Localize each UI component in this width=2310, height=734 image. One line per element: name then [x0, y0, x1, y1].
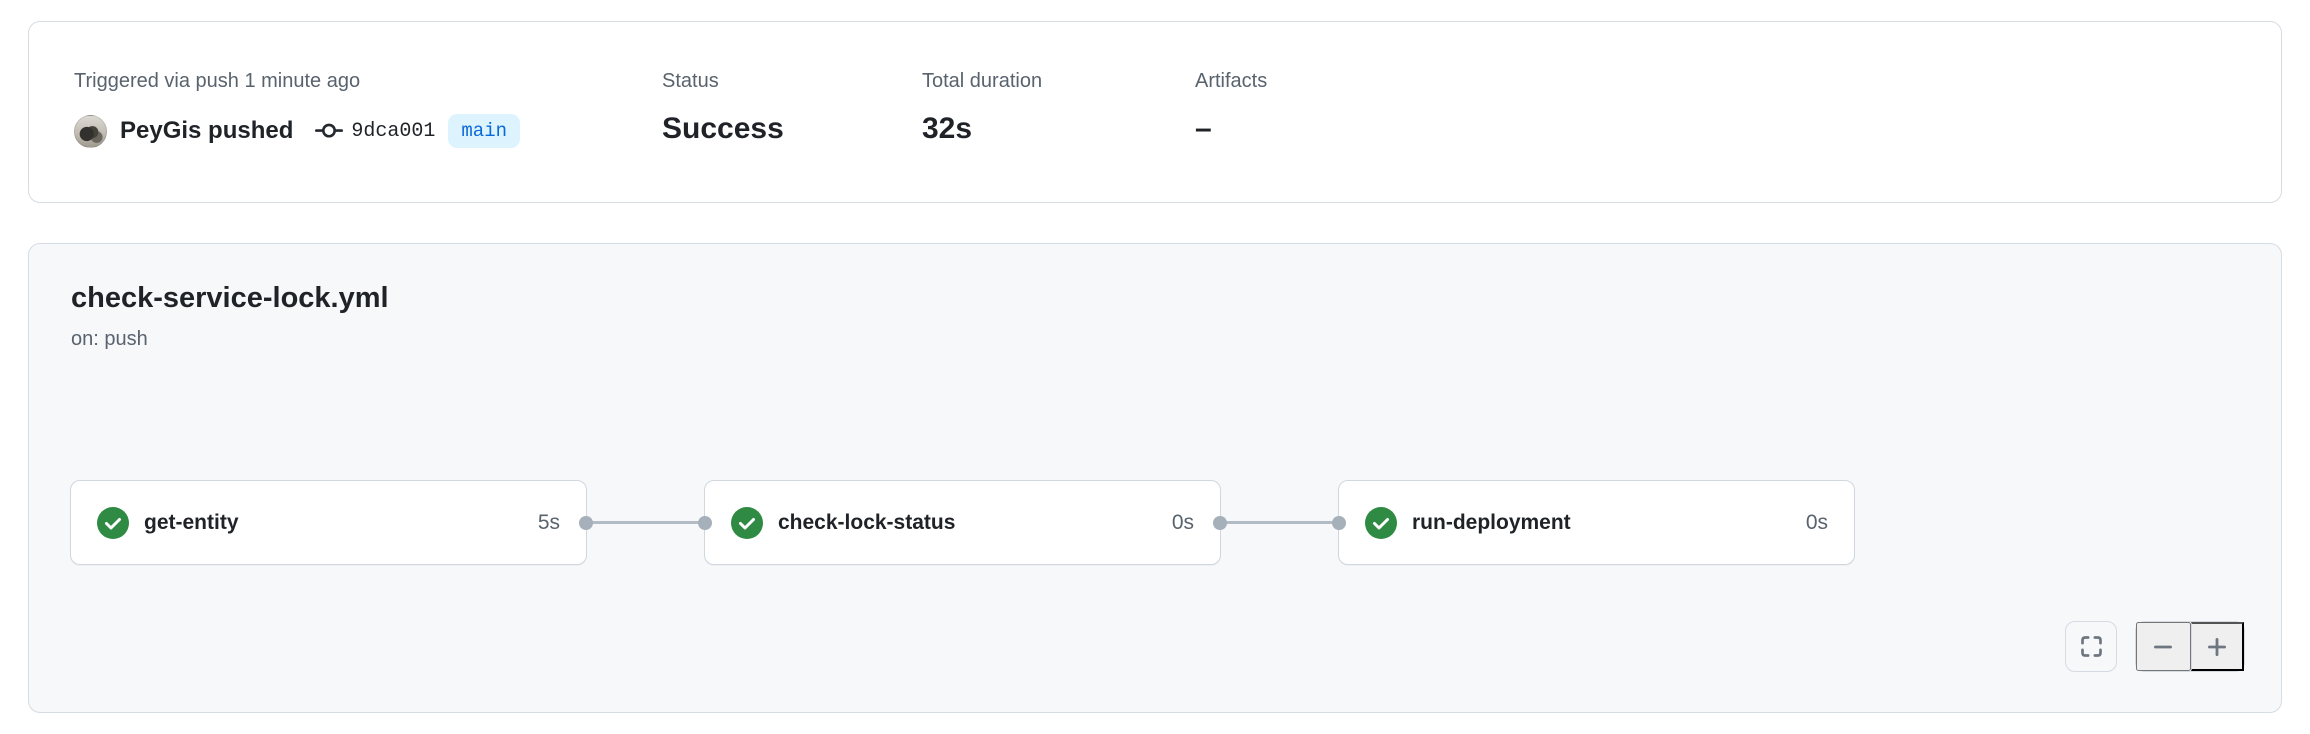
screen-full-icon [2078, 633, 2105, 660]
job-connector [579, 480, 712, 565]
zoom-out-button[interactable] [2136, 622, 2191, 671]
artifacts-column: Artifacts – [1195, 67, 2281, 148]
duration-label: Total duration [922, 70, 1043, 92]
artifacts-value: – [1195, 112, 1212, 145]
connector-dot [1213, 515, 1227, 530]
fullscreen-button[interactable] [2065, 621, 2117, 672]
status-label: Status [662, 70, 719, 92]
artifacts-label: Artifacts [1195, 70, 1268, 92]
triggered-label: Triggered via push 1 minute ago [74, 70, 361, 92]
job-duration: 0s [1805, 510, 1828, 534]
workflow-file-name: check-service-lock.yml [71, 282, 389, 314]
check-circle-icon [1365, 506, 1397, 539]
connector-dot [1332, 515, 1346, 530]
plus-icon [2204, 634, 2230, 660]
minus-icon [2150, 634, 2176, 660]
job-duration: 0s [1171, 510, 1194, 534]
connector-dot [579, 515, 593, 530]
connector-line [1226, 521, 1333, 524]
job-node-check-lock-status[interactable]: check-lock-status 0s [704, 480, 1221, 565]
git-commit-icon [315, 117, 344, 145]
job-name: check-lock-status [778, 510, 956, 534]
job-node-get-entity[interactable]: get-entity 5s [70, 480, 587, 565]
job-name: get-entity [144, 510, 239, 534]
check-circle-icon [731, 506, 763, 539]
commit-sha-link[interactable]: 9dca001 [351, 119, 436, 143]
zoom-in-button[interactable] [2190, 622, 2244, 671]
commit-row: PeyGis pushed 9dca001 main [74, 114, 662, 148]
avatar[interactable] [74, 114, 107, 148]
job-duration: 5s [537, 510, 560, 534]
check-circle-icon [97, 506, 129, 539]
duration-column: Total duration 32s [922, 67, 1195, 148]
status-value: Success [662, 112, 784, 145]
trigger-column: Triggered via push 1 minute ago PeyGis p… [74, 67, 662, 148]
status-column: Status Success [662, 67, 922, 148]
duration-value: 32s [922, 112, 973, 145]
connector-dot [698, 515, 712, 530]
connector-line [592, 521, 699, 524]
zoom-controls [2135, 621, 2245, 672]
job-connector [1213, 480, 1346, 565]
job-node-run-deployment[interactable]: run-deployment 0s [1338, 480, 1855, 565]
workflow-graph-card: check-service-lock.yml on: push get-enti… [28, 243, 2282, 713]
job-name: run-deployment [1412, 510, 1571, 534]
workflow-trigger-text: on: push [71, 328, 148, 350]
run-summary-card: Triggered via push 1 minute ago PeyGis p… [28, 21, 2282, 203]
actor-pushed-text: PeyGis pushed [120, 117, 294, 144]
job-graph: get-entity 5s check-lock-status 0s [70, 480, 1855, 565]
branch-badge[interactable]: main [448, 114, 521, 148]
